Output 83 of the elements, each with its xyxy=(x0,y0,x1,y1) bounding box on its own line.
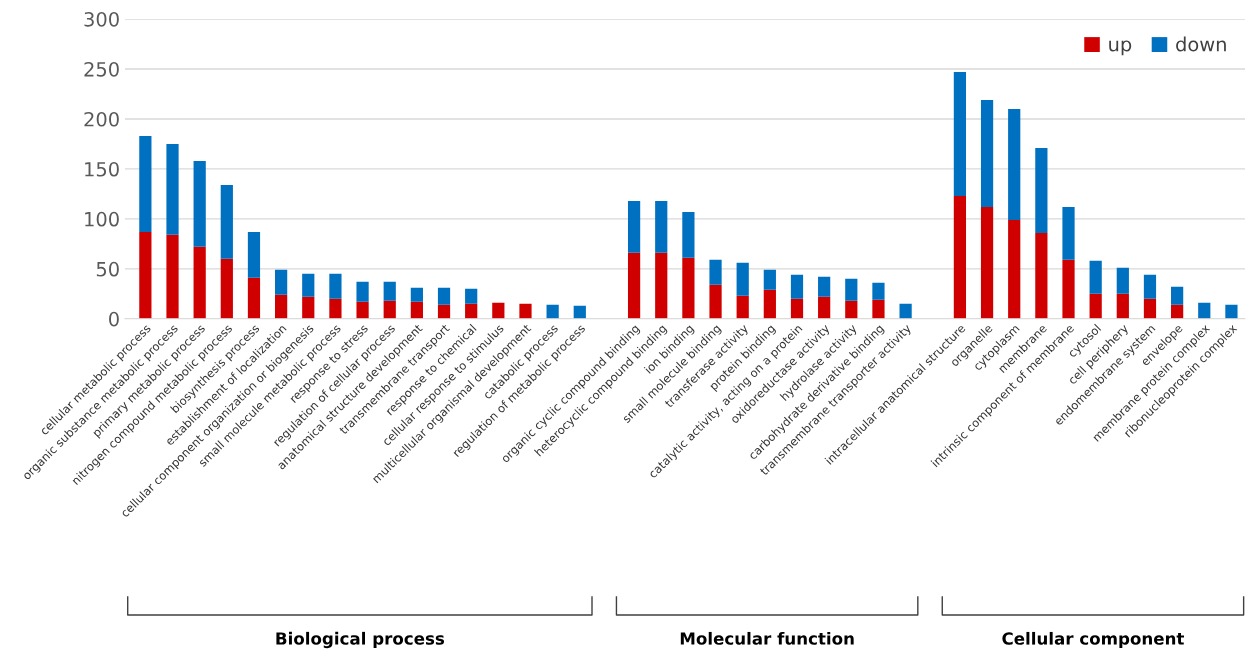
bar xyxy=(763,269,776,290)
y-tick-label: 150 xyxy=(85,161,119,177)
bar xyxy=(166,234,179,319)
bar xyxy=(872,282,885,300)
text: Molecular function xyxy=(680,631,854,645)
bar xyxy=(790,298,804,319)
bar xyxy=(573,305,586,319)
bar xyxy=(383,281,396,301)
bar xyxy=(655,200,668,253)
bar xyxy=(1008,219,1021,319)
bar xyxy=(383,300,396,319)
bar xyxy=(193,246,206,319)
bar xyxy=(736,262,749,296)
bar xyxy=(1171,304,1184,319)
bar xyxy=(1089,293,1102,319)
bar xyxy=(655,252,668,319)
bar xyxy=(1198,302,1211,319)
legend-label: down xyxy=(1176,36,1226,52)
bar xyxy=(465,303,478,319)
y-tick-label: 300 xyxy=(84,11,119,27)
bar xyxy=(1035,232,1048,319)
bar xyxy=(356,281,369,302)
bar xyxy=(818,276,831,297)
bar xyxy=(627,200,641,253)
bar xyxy=(763,289,776,319)
bar xyxy=(437,287,451,305)
bar xyxy=(465,288,478,304)
bar xyxy=(1116,267,1129,294)
bar xyxy=(356,301,369,319)
text: Biological process xyxy=(276,631,445,649)
bar xyxy=(247,277,261,319)
bar xyxy=(275,294,288,319)
bar xyxy=(329,298,342,319)
bar xyxy=(329,273,342,299)
bar xyxy=(546,304,559,319)
bar xyxy=(492,302,505,319)
bar xyxy=(736,295,749,319)
bar xyxy=(953,71,967,196)
bar xyxy=(410,301,423,319)
bar xyxy=(627,252,641,319)
bar xyxy=(139,135,152,232)
bar xyxy=(1225,304,1238,319)
bar xyxy=(818,296,831,319)
bar xyxy=(1143,298,1157,319)
bar xyxy=(1116,293,1129,319)
bar xyxy=(139,231,152,319)
bar xyxy=(682,211,695,258)
bar xyxy=(845,278,858,301)
bar xyxy=(1062,259,1075,319)
bar xyxy=(1171,286,1184,305)
bar xyxy=(410,287,423,302)
bar xyxy=(1089,260,1102,294)
bar xyxy=(1008,108,1021,220)
bar xyxy=(682,257,695,319)
bar xyxy=(899,303,912,319)
bar xyxy=(220,258,233,319)
bar xyxy=(302,296,315,319)
y-tick-label: 250 xyxy=(84,61,119,77)
bar xyxy=(845,300,858,319)
bar xyxy=(790,274,804,299)
bar xyxy=(275,269,288,295)
bar xyxy=(220,184,233,259)
bar xyxy=(166,143,179,235)
bar xyxy=(980,206,994,319)
bar xyxy=(980,99,994,207)
bar xyxy=(1143,274,1157,299)
bar xyxy=(953,195,967,319)
y-tick-label: 100 xyxy=(85,211,119,227)
text: Cellular component xyxy=(1002,631,1185,649)
bar xyxy=(1035,147,1048,233)
y-tick-label: 0 xyxy=(109,311,119,327)
legend-label: up xyxy=(1109,40,1132,56)
bar xyxy=(709,259,722,285)
y-tick-label: 200 xyxy=(84,111,119,127)
bar xyxy=(247,231,261,278)
bar xyxy=(302,273,315,297)
bar xyxy=(193,160,206,247)
bar xyxy=(709,284,722,319)
bar xyxy=(437,304,451,319)
y-tick-label: 50 xyxy=(96,261,119,277)
bar xyxy=(519,303,532,319)
bar xyxy=(1062,206,1075,260)
bar xyxy=(872,299,885,319)
